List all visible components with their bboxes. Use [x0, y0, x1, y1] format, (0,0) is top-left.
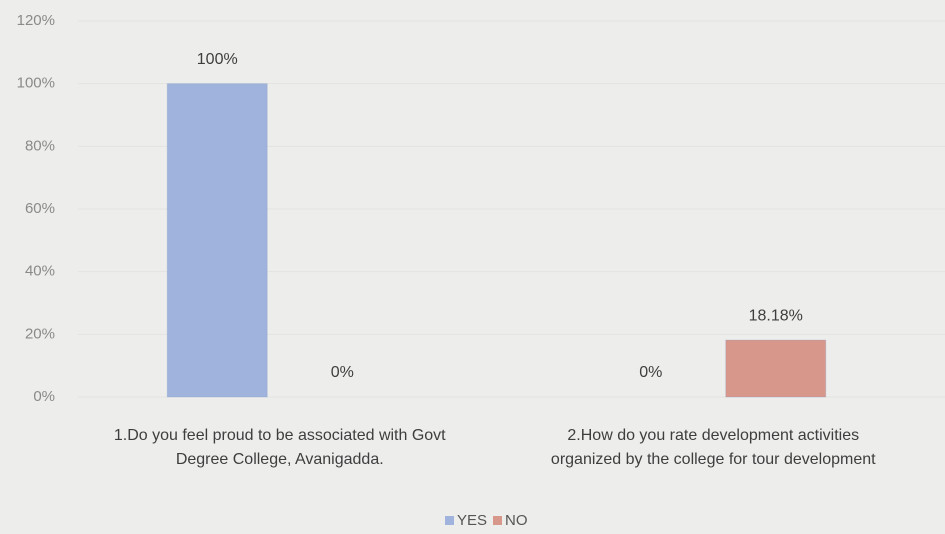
data-label: 100%: [197, 51, 238, 68]
y-tick-label: 100%: [17, 75, 55, 92]
y-tick-label: 80%: [25, 137, 55, 154]
legend-swatch: [493, 516, 502, 525]
bar: [166, 83, 268, 398]
data-label: 0%: [331, 364, 354, 381]
y-tick-label: 0%: [33, 388, 55, 405]
y-tick-label: 20%: [25, 325, 55, 342]
y-tick-label: 40%: [25, 263, 55, 280]
x-tick-label: 2.How do you rate development activities…: [550, 427, 876, 468]
legend-label: YES: [457, 512, 487, 529]
legend-label: NO: [505, 512, 528, 529]
x-tick-label: 1.Do you feel proud to be associated wit…: [113, 427, 446, 468]
data-label: 0%: [639, 364, 662, 381]
legend-swatch: [445, 516, 454, 525]
y-tick-label: 120%: [17, 12, 55, 29]
data-label: 18.18%: [749, 307, 803, 324]
bar: [725, 339, 827, 398]
y-tick-label: 60%: [25, 200, 55, 217]
